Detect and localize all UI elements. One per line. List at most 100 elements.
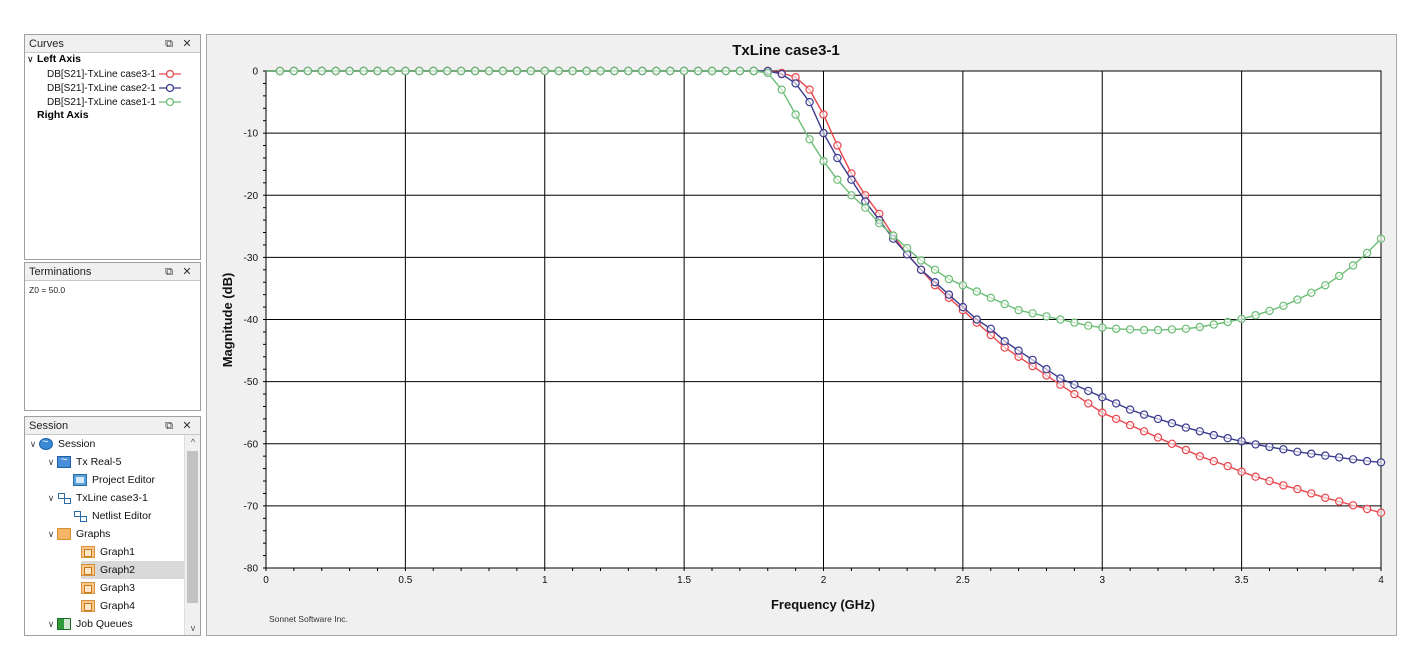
data-point <box>666 66 675 76</box>
data-point <box>944 274 954 284</box>
data-point <box>1084 386 1093 396</box>
data-point <box>1028 355 1037 365</box>
data-point <box>972 287 982 296</box>
chevron-down-icon[interactable]: ∨ <box>47 618 55 629</box>
y-tick-label: -80 <box>244 564 259 575</box>
scroll-down-icon[interactable]: v <box>190 623 196 633</box>
data-point <box>916 256 926 265</box>
data-point <box>916 265 926 274</box>
curve-item[interactable]: DB[S21]-TxLine case1-1 <box>47 95 181 109</box>
curve-item[interactable]: DB[S21]-TxLine case3-1 <box>47 67 181 81</box>
data-point <box>889 231 898 240</box>
data-point <box>1334 497 1344 506</box>
float-icon[interactable]: ⧉ <box>165 419 173 432</box>
chevron-down-icon[interactable]: ∨ <box>47 456 55 467</box>
graph-icon <box>81 546 95 558</box>
data-point <box>554 66 563 76</box>
float-icon[interactable]: ⧉ <box>165 265 173 278</box>
data-point <box>1348 261 1358 270</box>
data-point <box>1070 380 1079 389</box>
data-point <box>1070 389 1079 399</box>
scrollbar-thumb[interactable] <box>187 451 198 603</box>
y-tick-label: -20 <box>244 191 259 202</box>
tree-node-project[interactable]: ∨ Tx Real-5 <box>45 453 122 471</box>
tree-node-label: Tx Real-5 <box>76 456 122 468</box>
data-point <box>944 290 954 299</box>
tree-node-netlist-editor[interactable]: Netlist Editor <box>73 507 152 525</box>
data-point <box>1279 301 1288 310</box>
data-point <box>303 66 313 76</box>
chevron-down-icon[interactable]: ∨ <box>27 54 34 64</box>
data-point <box>345 66 354 76</box>
data-point <box>1125 405 1135 414</box>
x-tick-label: 2 <box>821 575 827 586</box>
tree-node-session[interactable]: ∨ Session <box>27 435 95 453</box>
data-point <box>1362 248 1372 258</box>
data-point <box>805 135 814 144</box>
data-point <box>819 128 828 138</box>
data-point <box>1223 317 1232 327</box>
tree-node-graph2[interactable]: Graph2 <box>81 561 191 579</box>
tree-node-netlist[interactable]: ∨ TxLine case3-1 <box>45 489 148 507</box>
netlist-icon <box>57 492 71 504</box>
data-point <box>317 66 327 76</box>
data-point <box>958 302 968 312</box>
x-tick-label: 1 <box>542 575 548 586</box>
chevron-down-icon[interactable]: ∨ <box>47 492 55 503</box>
tree-node-label: Project Editor <box>92 474 156 486</box>
chevron-down-icon[interactable]: ∨ <box>47 528 55 539</box>
data-point <box>610 66 619 76</box>
close-icon[interactable]: ✕ <box>182 37 192 50</box>
data-point <box>1251 472 1260 481</box>
tree-node-graphs[interactable]: ∨ Graphs <box>45 525 110 543</box>
session-panel-header: Session ⧉ ✕ <box>25 417 200 435</box>
data-point <box>735 66 745 76</box>
data-point <box>1307 449 1316 458</box>
tree-node-project-editor[interactable]: Project Editor <box>73 471 155 489</box>
curve-item[interactable]: DB[S21]-TxLine case2-1 <box>47 81 181 95</box>
close-icon[interactable]: ✕ <box>182 265 192 278</box>
data-point <box>1279 445 1288 454</box>
graph-plot[interactable]: TxLine case3-1 0 0.5 1 1.5 2 2.5 3 3.5 4 0 -10 -20 -… <box>207 35 1396 635</box>
chevron-down-icon[interactable]: ∨ <box>29 438 37 449</box>
data-point <box>1112 324 1121 333</box>
data-point <box>624 66 633 76</box>
data-point <box>1321 493 1330 502</box>
tree-node-job-queues[interactable]: ∨ Job Queues <box>45 615 133 633</box>
right-axis-node[interactable]: Right Axis <box>37 109 89 121</box>
data-point <box>1293 484 1302 494</box>
x-tick-label: 1.5 <box>677 575 691 586</box>
data-point <box>1265 476 1274 486</box>
x-axis-label: Frequency (GHz) <box>771 597 875 612</box>
data-point <box>387 66 396 76</box>
scroll-up-icon[interactable]: ^ <box>190 437 196 447</box>
data-point <box>289 66 299 76</box>
project-icon <box>57 454 71 468</box>
float-icon[interactable]: ⧉ <box>165 37 173 50</box>
data-point <box>1307 489 1316 498</box>
data-point <box>1195 427 1205 436</box>
tree-node-graph3[interactable]: Graph3 <box>81 579 135 597</box>
data-point <box>373 66 382 76</box>
data-point <box>1084 399 1093 408</box>
tree-node-graph1[interactable]: Graph1 <box>81 543 135 561</box>
curve-legend-icon <box>158 83 181 93</box>
data-point <box>1237 314 1246 324</box>
data-point <box>847 191 856 200</box>
data-point <box>652 66 661 76</box>
y-tick-label: -50 <box>244 377 259 388</box>
close-icon[interactable]: ✕ <box>182 419 192 432</box>
data-point <box>1181 423 1191 432</box>
data-point <box>1334 453 1344 462</box>
left-axis-node[interactable]: ∨ Left Axis <box>27 53 81 65</box>
tree-node-graph4[interactable]: Graph4 <box>81 597 135 615</box>
terminations-panel: Terminations ⧉ ✕ Z0 = 50.0 <box>24 262 201 411</box>
x-tick-label: 4 <box>1378 575 1384 586</box>
session-scrollbar[interactable]: ^ v <box>184 435 200 635</box>
graph-window[interactable]: TxLine case3-1 0 0.5 1 1.5 2 2.5 3 3.5 4 0 -10 -20 -… <box>206 34 1397 636</box>
data-point <box>1042 312 1051 321</box>
data-point <box>359 66 368 76</box>
data-point <box>1321 451 1330 460</box>
data-point <box>275 66 285 76</box>
